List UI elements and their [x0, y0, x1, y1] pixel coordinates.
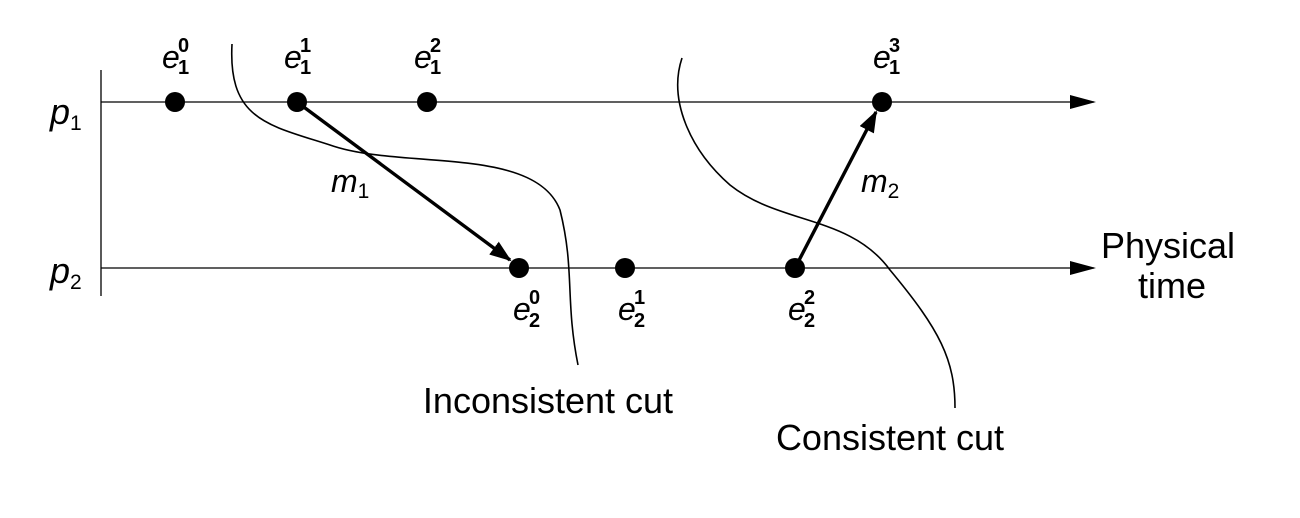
event-label-e1-0: e 0 1 — [162, 35, 189, 79]
event-e2-0-sup: 0 — [529, 287, 540, 309]
event-label-e1-2: e 2 1 — [414, 35, 441, 79]
process-p1-index: 1 — [70, 112, 82, 135]
consistent-cut-label: Consistent cut — [776, 417, 1004, 458]
event-dot-e2-2 — [785, 258, 805, 278]
message-m2-label: m2 — [861, 163, 899, 203]
event-dot-e2-0 — [509, 258, 529, 278]
event-e2-0-sub: 2 — [529, 310, 540, 332]
event-e1-2-base: e — [414, 39, 432, 75]
inconsistent-cut-label: Inconsistent cut — [423, 380, 673, 421]
event-e1-3-sup: 3 — [889, 35, 900, 57]
message-m1-label: m1 — [331, 163, 369, 203]
time-axis-label-line2: time — [1138, 265, 1206, 306]
event-label-e1-3: e 3 1 — [873, 35, 900, 79]
message-m2-arrow — [793, 110, 878, 269]
event-dot-e1-2 — [417, 92, 437, 112]
message-m1-base: m — [331, 163, 358, 199]
event-label-e2-2: e 2 2 — [788, 287, 815, 332]
process-p2-index: 2 — [70, 271, 82, 294]
event-dot-e1-1 — [287, 92, 307, 112]
event-e1-1-sup: 1 — [300, 35, 311, 57]
event-e1-2-sup: 2 — [430, 35, 441, 57]
event-e2-1-sub: 2 — [634, 310, 645, 332]
event-e2-0-base: e — [513, 291, 531, 327]
event-label-e2-0: e 0 2 — [513, 287, 540, 332]
event-e1-0-sup: 0 — [178, 35, 189, 57]
event-e1-2-sub: 1 — [430, 57, 441, 79]
inconsistent-cut-curve — [231, 43, 579, 366]
event-dot-e1-3 — [872, 92, 892, 112]
event-e2-1-base: e — [618, 291, 636, 327]
process-p2-name: p — [49, 250, 70, 291]
event-e2-2-sup: 2 — [804, 287, 815, 309]
message-m2-base: m — [861, 163, 888, 199]
event-e1-3-sub: 1 — [889, 57, 900, 79]
event-label-e1-1: e 1 1 — [284, 35, 311, 79]
event-e2-2-base: e — [788, 291, 806, 327]
message-m2-sub: 2 — [888, 180, 900, 203]
event-dot-e2-1 — [615, 258, 635, 278]
event-dot-e1-0 — [165, 92, 185, 112]
event-e1-0-sub: 1 — [178, 57, 189, 79]
consistent-cut-curve — [677, 57, 956, 409]
time-axis-label-line1: Physical — [1101, 225, 1235, 266]
message-m1-arrow — [295, 100, 512, 262]
event-e1-1-sub: 1 — [300, 57, 311, 79]
process-label-p1: p1 — [49, 91, 82, 135]
event-label-e2-1: e 1 2 — [618, 287, 645, 332]
event-e2-1-sup: 1 — [634, 287, 645, 309]
event-e1-0-base: e — [162, 39, 180, 75]
process-label-p2: p2 — [49, 250, 82, 294]
message-m1-sub: 1 — [358, 180, 370, 203]
event-e1-3-base: e — [873, 39, 891, 75]
process-p1-name: p — [49, 91, 70, 132]
event-e1-1-base: e — [284, 39, 302, 75]
event-e2-2-sub: 2 — [804, 310, 815, 332]
